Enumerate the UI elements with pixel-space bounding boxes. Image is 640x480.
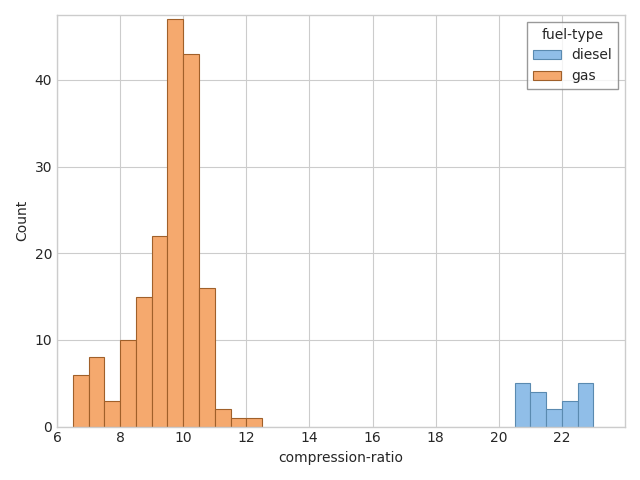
Bar (120, 340, 136, 427)
Bar (230, 418, 246, 427)
Bar (88, 357, 104, 427)
Bar (199, 288, 215, 427)
X-axis label: compression-ratio: compression-ratio (278, 451, 404, 465)
Bar (546, 409, 562, 427)
Bar (562, 401, 578, 427)
Legend: diesel, gas: diesel, gas (527, 22, 618, 89)
Bar (168, 19, 183, 427)
Bar (578, 383, 593, 427)
Bar (515, 383, 531, 427)
Bar (183, 54, 199, 427)
Bar (73, 374, 88, 427)
Bar (215, 409, 230, 427)
Bar (246, 418, 262, 427)
Bar (104, 401, 120, 427)
Bar (152, 236, 168, 427)
Bar (531, 392, 546, 427)
Bar (136, 297, 152, 427)
Y-axis label: Count: Count (15, 200, 29, 241)
